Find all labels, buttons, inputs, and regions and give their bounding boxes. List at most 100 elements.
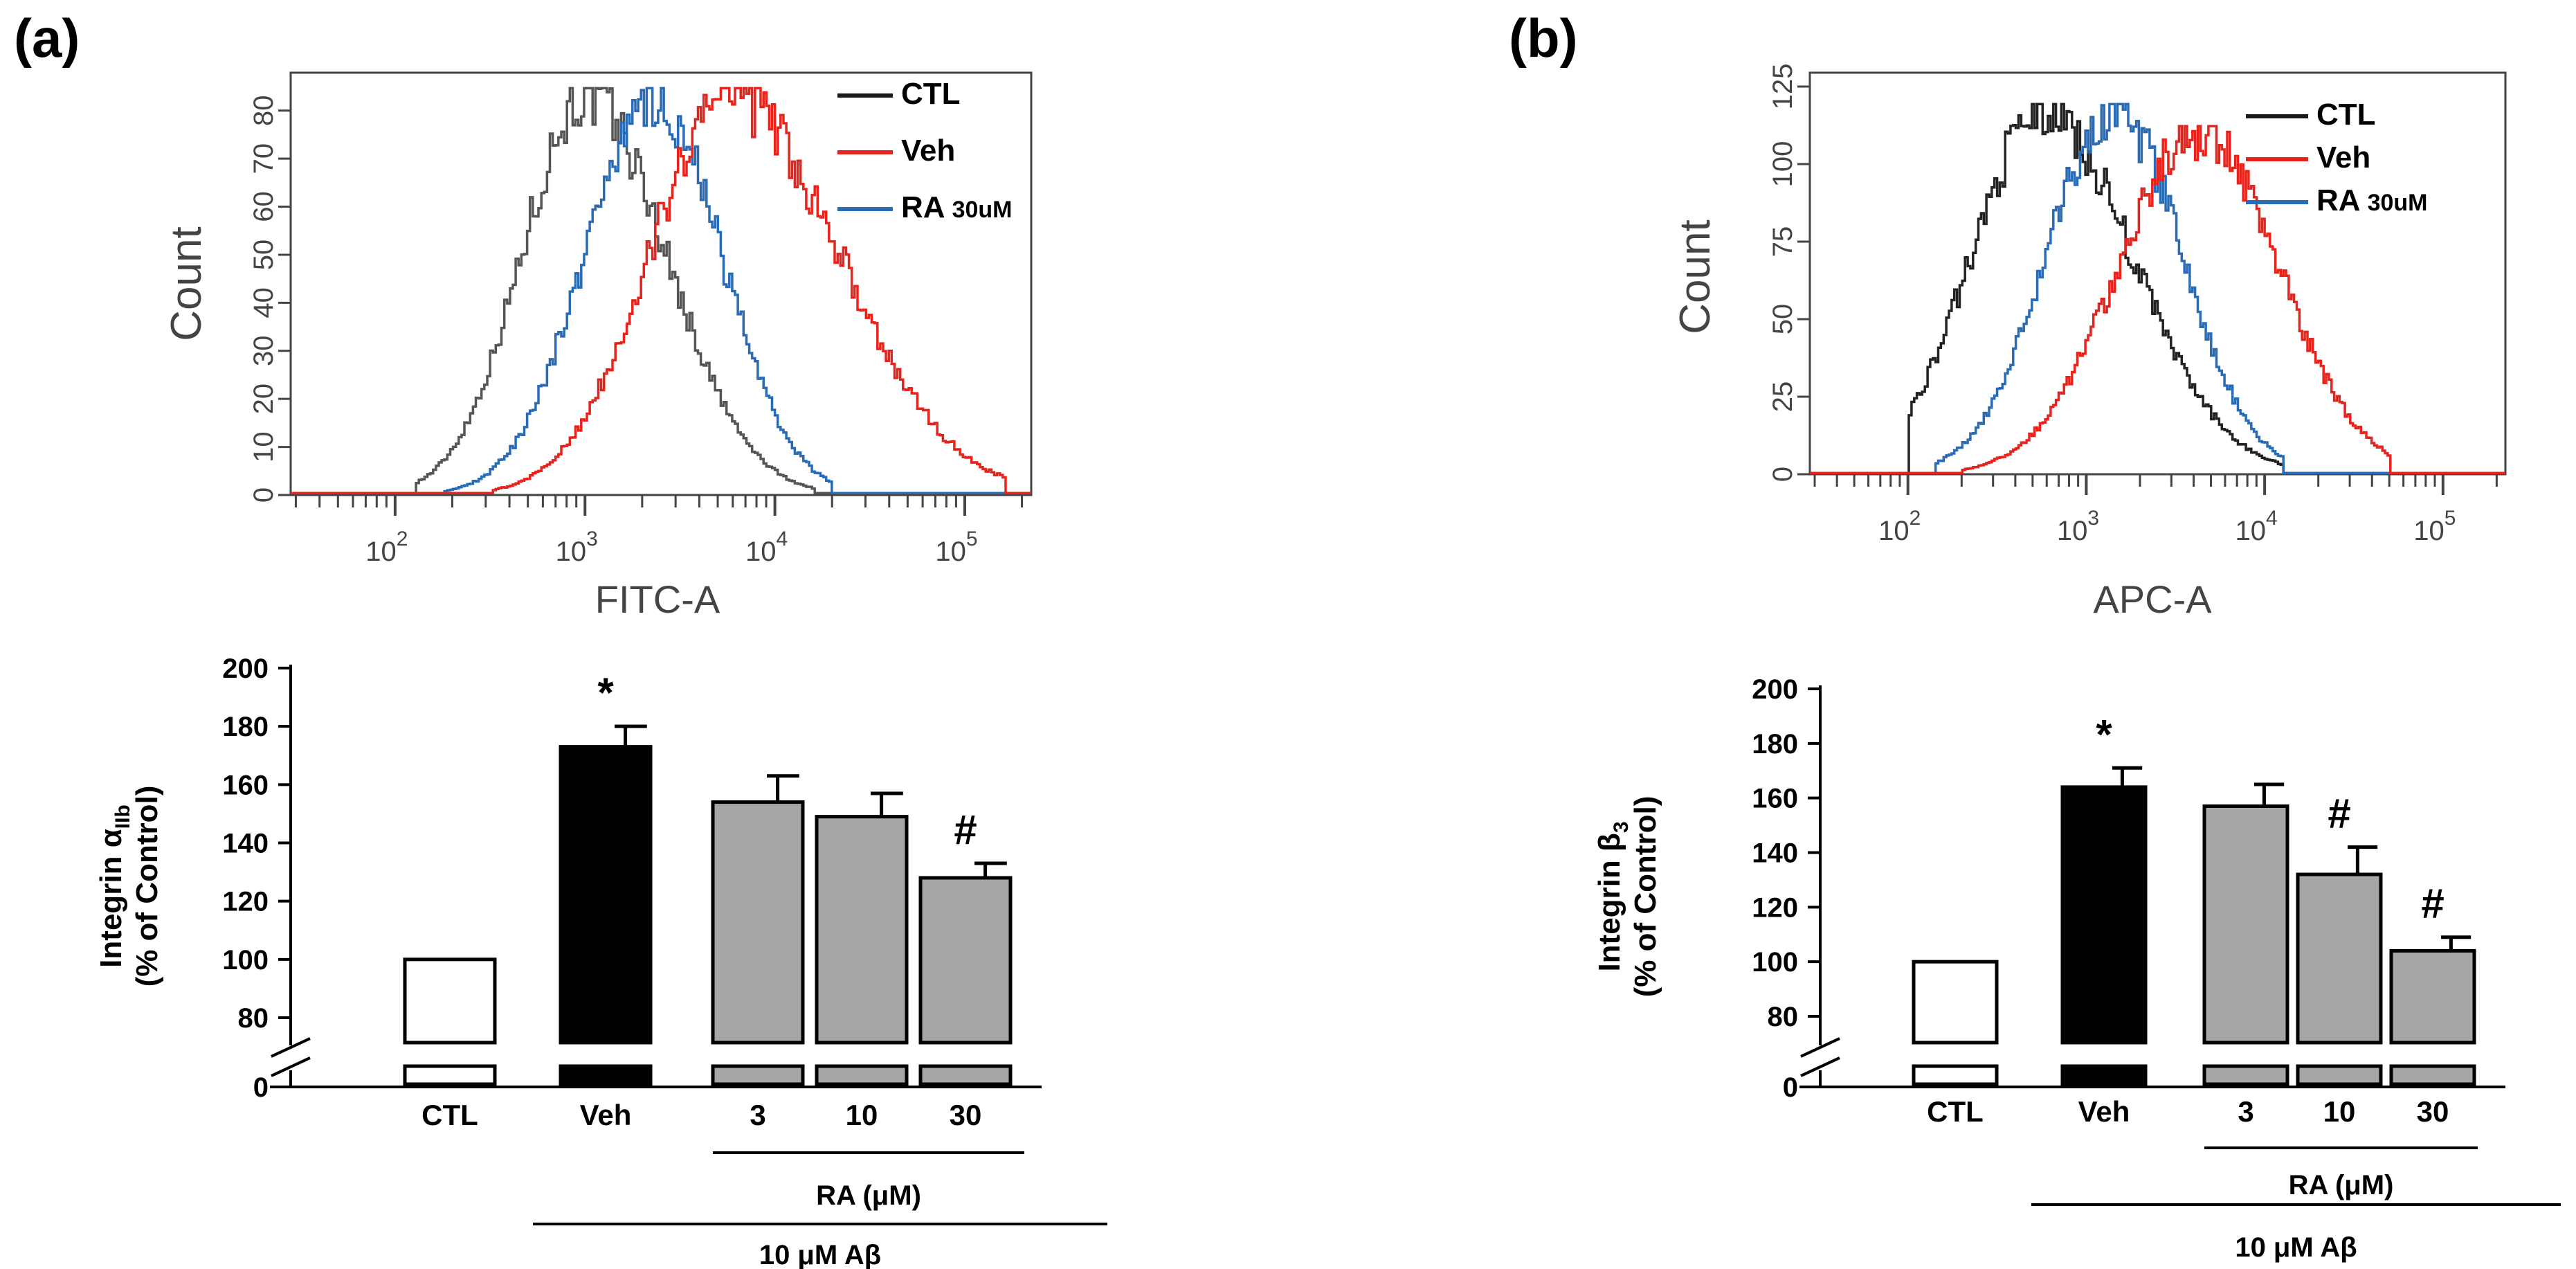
bar-upper-CTL [1912,960,1999,1045]
legend-name: RA [901,190,945,224]
flow-xtick-base: 10 [2235,516,2267,546]
flow-xtick-exponent: 4 [777,528,788,550]
bar-ylabel: Integrin αIIb [94,804,134,968]
flow-plot-frame [1808,71,2507,476]
bar-chart: 0 80 100 120 140 160 180 200 Integrin αIIb(% of … [94,654,1107,1269]
category-label: 10 [2323,1095,2356,1128]
ra-group-label: RA (μM) [816,1180,921,1211]
legend-name: RA [2316,183,2361,217]
significance-marker: # [2421,881,2444,927]
bar-lower-Veh [2060,1064,2148,1086]
category-label: CTL [421,1099,478,1131]
legend-label-ctl: CTL [901,77,961,111]
bar-ylabel-subscript: IIb [111,804,134,829]
bar-ylabel-subscript: 3 [1610,821,1633,833]
abeta-group-label: 10 μM Aβ [759,1240,881,1269]
significance-marker: # [954,807,977,853]
flow-ytick-label: 70 [248,143,279,174]
significance-marker: * [2096,711,2112,757]
category-label: Veh [2078,1095,2130,1128]
legend-label-veh: Veh [901,134,955,168]
bar-ytick-label: 180 [1752,729,1798,759]
axis-break-mark [1800,1037,1840,1058]
bar-ytick-label: 80 [1768,1002,1799,1032]
bar-lower-CTL [403,1064,497,1086]
bar-ytick-label: 120 [1752,892,1798,923]
category-label: 3 [750,1099,765,1131]
bar-ylabel: Integrin β3 [1593,821,1633,971]
flow-xlabel: APC-A [2093,577,2212,621]
flow-xtick-label: 102 [365,528,408,567]
bar-lower-10 [2296,1064,2383,1086]
flow-ytick-label: 40 [248,287,279,318]
category-label: 10 [846,1099,878,1131]
legend-suffix: 30uM [952,197,1013,223]
bar-lower-Veh [559,1064,653,1086]
flow-ytick-label: 75 [1768,226,1798,258]
legend-name: Veh [901,134,955,168]
bar-ylabel-units: (% of Control) [1629,796,1662,998]
bar-lower-30 [2389,1064,2476,1086]
bar-ytick-label: 160 [1752,784,1798,814]
category-label: 30 [2417,1095,2449,1128]
flow-plot-frame [289,71,1033,496]
flow-xtick-label: 102 [1878,507,1921,546]
bar-ylabel-main: Integrin β [1593,833,1626,971]
bar-upper-3 [711,800,805,1045]
flow-ytick-label: 100 [1768,141,1798,188]
legend-label-veh: Veh [2316,141,2370,174]
category-label: Veh [580,1099,632,1131]
bar-lower-3 [711,1064,805,1086]
legend-name: CTL [901,77,961,111]
flow-xlabel: FITC-A [595,577,720,621]
bar-ytick-label: 160 [222,770,269,800]
significance-marker: # [2328,791,2350,837]
bar-ytick-label: 100 [222,945,269,975]
flow-xtick-base: 10 [2413,516,2445,546]
flow-ytick-label: 60 [248,191,279,222]
flow-xtick-exponent: 5 [2445,507,2456,530]
bar-ytick-label: 200 [222,654,269,684]
flow-xtick-base: 10 [1878,516,1910,546]
bar-upper-Veh [559,745,653,1045]
bar-ytick-label: 200 [1752,674,1798,705]
bar-ytick-label: 0 [253,1072,269,1103]
flow-xtick-exponent: 4 [2266,507,2278,530]
bar-ytick-label: 80 [238,1003,269,1034]
flow-xtick-base: 10 [2057,516,2088,546]
bar-ytick-label: 180 [222,712,269,742]
category-label: 30 [950,1099,982,1131]
bar-lower-CTL [1912,1064,1999,1086]
flow-ytick-label: 25 [1768,381,1798,413]
ra-group-label: RA (μM) [2289,1170,2394,1200]
bar-lower-30 [918,1064,1013,1086]
flow-ytick-label: 50 [1768,304,1798,335]
flow-xtick-exponent: 2 [397,528,408,550]
category-label: 3 [2238,1095,2253,1128]
category-label: CTL [1927,1095,1984,1128]
histogram-veh [1810,125,2505,474]
histogram-veh [291,87,1031,494]
flow-xtick-exponent: 2 [1910,507,1921,530]
flow-xtick-exponent: 3 [586,528,598,550]
histogram-ra-30um [291,87,1031,494]
bar-ytick-label: 120 [222,887,269,917]
bar-ytick-label: 100 [1752,947,1798,978]
abeta-group-label: 10 μM Aβ [2235,1232,2357,1263]
flow-ytick-label: 50 [248,240,279,271]
bar-upper-30 [918,876,1013,1045]
legend-label-ra: RA 30uM [901,190,1012,224]
flow-xtick-exponent: 3 [2087,507,2099,530]
flow-xtick-label: 105 [935,528,977,567]
flow-ytick-label: 0 [1768,467,1798,482]
bar-ylabel-main: Integrin α [94,829,128,968]
flow-xtick-base: 10 [365,537,397,567]
legend-label-ctl: CTL [2316,98,2376,132]
legend-name: Veh [2316,141,2370,174]
panel-label: (b) [1509,8,1578,69]
panel-label: (a) [14,8,80,69]
bar-upper-CTL [403,957,497,1045]
